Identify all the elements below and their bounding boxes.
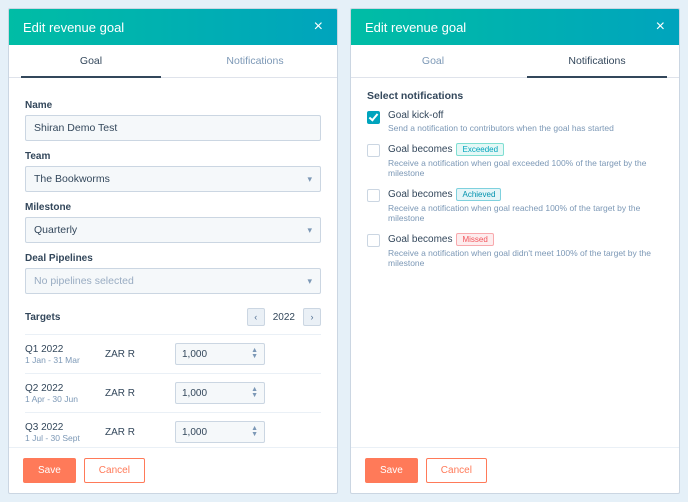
goal-panel: Edit revenue goal × Goal Notifications N…	[8, 8, 338, 494]
year-prev-button[interactable]: ‹	[247, 308, 265, 326]
footer: Save Cancel	[9, 447, 337, 493]
checkbox[interactable]	[367, 111, 380, 124]
target-row: Q3 20221 Jul - 30 SeptZAR R 1,000 ▲▼	[25, 413, 321, 447]
target-period: Q1 20221 Jan - 31 Mar	[25, 344, 105, 365]
save-button[interactable]: Save	[365, 458, 418, 483]
close-icon[interactable]: ×	[656, 19, 665, 35]
period-name: Q2 2022	[25, 383, 105, 394]
target-row: Q1 20221 Jan - 31 MarZAR R 1,000 ▲▼	[25, 335, 321, 374]
year-value: 2022	[267, 312, 301, 323]
section-title: Select notifications	[367, 90, 663, 102]
target-value-input[interactable]: 1,000 ▲▼	[175, 421, 265, 443]
year-next-button[interactable]: ›	[303, 308, 321, 326]
notifications-body: Select notifications Goal kick-off Send a…	[351, 78, 679, 447]
step-down-icon[interactable]: ▼	[251, 354, 258, 360]
panel-header: Edit revenue goal ×	[351, 9, 679, 45]
pipelines-placeholder: No pipelines selected	[34, 275, 134, 287]
notification-desc: Send a notification to contributors when…	[388, 123, 663, 133]
goal-body: Name Team The Bookworms ▾ Milestone Quar…	[9, 78, 337, 447]
notification-label: Goal kick-off	[388, 110, 663, 121]
target-value-input[interactable]: 1,000 ▲▼	[175, 382, 265, 404]
chevron-down-icon: ▾	[307, 174, 312, 185]
checkbox[interactable]	[367, 234, 380, 247]
header-title: Edit revenue goal	[23, 20, 124, 35]
notification-text: Goal becomesExceeded Receive a notificati…	[388, 143, 663, 178]
notification-desc: Receive a notification when goal reached…	[388, 203, 663, 223]
target-currency: ZAR R	[105, 349, 165, 360]
tab-notifications[interactable]: Notifications	[515, 45, 679, 77]
step-down-icon[interactable]: ▼	[251, 432, 258, 438]
target-value-wrap: 1,000 ▲▼	[165, 421, 321, 443]
cancel-button[interactable]: Cancel	[426, 458, 487, 483]
status-badge: Achieved	[456, 188, 501, 201]
status-badge: Exceeded	[456, 143, 504, 156]
milestone-label: Milestone	[25, 202, 321, 213]
milestone-select[interactable]: Quarterly ▾	[25, 217, 321, 243]
target-value: 1,000	[182, 349, 207, 360]
target-value: 1,000	[182, 427, 207, 438]
target-period: Q2 20221 Apr - 30 Jun	[25, 383, 105, 404]
close-icon[interactable]: ×	[314, 19, 323, 35]
target-currency: ZAR R	[105, 427, 165, 438]
tab-notifications[interactable]: Notifications	[173, 45, 337, 77]
target-value-wrap: 1,000 ▲▼	[165, 343, 321, 365]
header-title: Edit revenue goal	[365, 20, 466, 35]
notification-item: Goal kick-off Send a notification to cont…	[367, 110, 663, 133]
tab-goal[interactable]: Goal	[9, 45, 173, 77]
notification-desc: Receive a notification when goal didn't …	[388, 248, 663, 268]
targets-label: Targets	[25, 312, 60, 323]
period-name: Q3 2022	[25, 422, 105, 433]
panel-header: Edit revenue goal ×	[9, 9, 337, 45]
checkbox[interactable]	[367, 144, 380, 157]
notification-text: Goal becomesMissed Receive a notification…	[388, 233, 663, 268]
targets-header: Targets ‹ 2022 ›	[25, 308, 321, 326]
period-range: 1 Jul - 30 Sept	[25, 433, 105, 443]
period-range: 1 Apr - 30 Jun	[25, 394, 105, 404]
target-currency: ZAR R	[105, 388, 165, 399]
status-badge: Missed	[456, 233, 493, 246]
notification-text: Goal becomesAchieved Receive a notificati…	[388, 188, 663, 223]
save-button[interactable]: Save	[23, 458, 76, 483]
target-value-input[interactable]: 1,000 ▲▼	[175, 343, 265, 365]
tabs: Goal Notifications	[9, 45, 337, 78]
notification-desc: Receive a notification when goal exceede…	[388, 158, 663, 178]
notification-text: Goal kick-off Send a notification to cont…	[388, 110, 663, 133]
name-input[interactable]	[25, 115, 321, 141]
year-nav: ‹ 2022 ›	[247, 308, 321, 326]
pipelines-label: Deal Pipelines	[25, 253, 321, 264]
team-value: The Bookworms	[34, 173, 110, 185]
stepper: ▲▼	[251, 387, 258, 399]
target-row: Q2 20221 Apr - 30 JunZAR R 1,000 ▲▼	[25, 374, 321, 413]
cancel-button[interactable]: Cancel	[84, 458, 145, 483]
notifications-panel: Edit revenue goal × Goal Notifications S…	[350, 8, 680, 494]
notification-label: Goal becomesAchieved	[388, 188, 663, 201]
chevron-down-icon: ▾	[307, 276, 312, 287]
notifications-list: Goal kick-off Send a notification to cont…	[367, 110, 663, 268]
notification-item: Goal becomesExceeded Receive a notificati…	[367, 143, 663, 178]
target-value-wrap: 1,000 ▲▼	[165, 382, 321, 404]
targets-list: Q1 20221 Jan - 31 MarZAR R1,000▲▼Q2 2022…	[25, 334, 321, 447]
notification-label: Goal becomesMissed	[388, 233, 663, 246]
name-label: Name	[25, 100, 321, 111]
step-down-icon[interactable]: ▼	[251, 393, 258, 399]
notification-label: Goal becomesExceeded	[388, 143, 663, 156]
stepper: ▲▼	[251, 426, 258, 438]
team-label: Team	[25, 151, 321, 162]
team-select[interactable]: The Bookworms ▾	[25, 166, 321, 192]
tabs: Goal Notifications	[351, 45, 679, 78]
stepper: ▲▼	[251, 348, 258, 360]
notification-item: Goal becomesMissed Receive a notification…	[367, 233, 663, 268]
pipelines-select[interactable]: No pipelines selected ▾	[25, 268, 321, 294]
period-name: Q1 2022	[25, 344, 105, 355]
checkbox[interactable]	[367, 189, 380, 202]
notification-item: Goal becomesAchieved Receive a notificati…	[367, 188, 663, 223]
period-range: 1 Jan - 31 Mar	[25, 355, 105, 365]
chevron-down-icon: ▾	[307, 225, 312, 236]
target-period: Q3 20221 Jul - 30 Sept	[25, 422, 105, 443]
footer: Save Cancel	[351, 447, 679, 493]
milestone-value: Quarterly	[34, 224, 77, 236]
tab-goal[interactable]: Goal	[351, 45, 515, 77]
target-value: 1,000	[182, 388, 207, 399]
